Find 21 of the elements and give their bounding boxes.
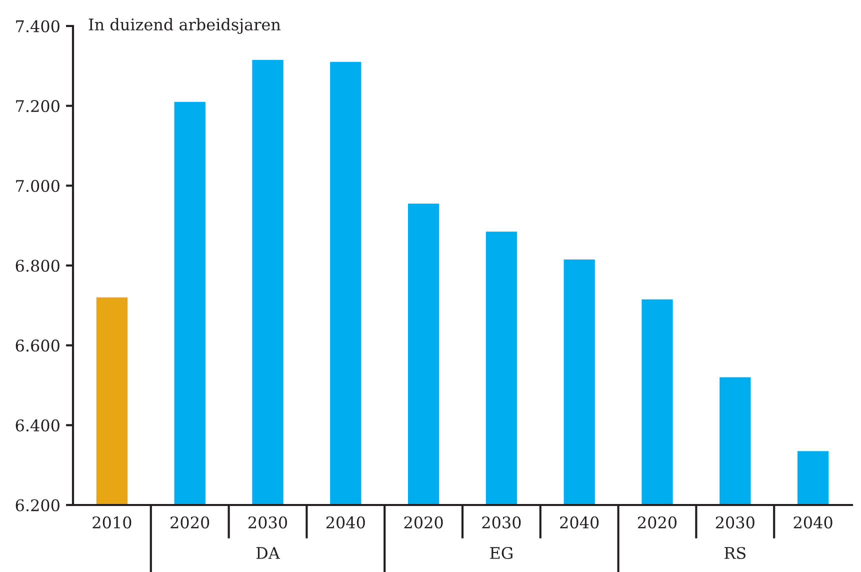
x-tick-label: 2040 xyxy=(326,516,365,528)
y-tick-label: 6.800 xyxy=(16,260,60,272)
x-tick-label: 2030 xyxy=(482,516,521,528)
y-axis-title: In duizend arbeidsjaren xyxy=(88,18,281,34)
x-tick-label: 2010 xyxy=(92,516,132,528)
y-tick-label: 6.600 xyxy=(16,340,60,352)
x-tick-label: 2030 xyxy=(716,516,754,528)
x-tick-label: 2020 xyxy=(404,516,443,528)
y-tick-label: 6.200 xyxy=(16,499,60,512)
x-tick-label: 2020 xyxy=(638,516,677,528)
y-tick-label: 7.200 xyxy=(16,100,60,112)
x-tick-label: 2040 xyxy=(794,516,832,528)
y-tick-label: 7.000 xyxy=(16,180,60,192)
x-tick-label: 2040 xyxy=(560,516,599,528)
text: DA xyxy=(256,547,280,559)
y-tick-label: 7.400 xyxy=(16,20,60,32)
text: RS xyxy=(724,546,746,560)
x-tick-label: 2020 xyxy=(170,516,210,528)
x-tick-label: 2030 xyxy=(248,516,288,528)
text: EG xyxy=(490,546,512,560)
y-tick-label: 6.400 xyxy=(16,419,60,432)
